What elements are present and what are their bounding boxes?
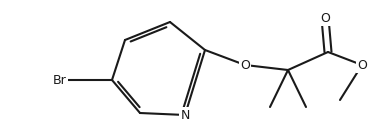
- Text: N: N: [180, 109, 190, 121]
- Text: O: O: [320, 12, 330, 24]
- Text: O: O: [357, 59, 367, 71]
- Text: Br: Br: [53, 74, 67, 86]
- Text: O: O: [240, 59, 250, 71]
